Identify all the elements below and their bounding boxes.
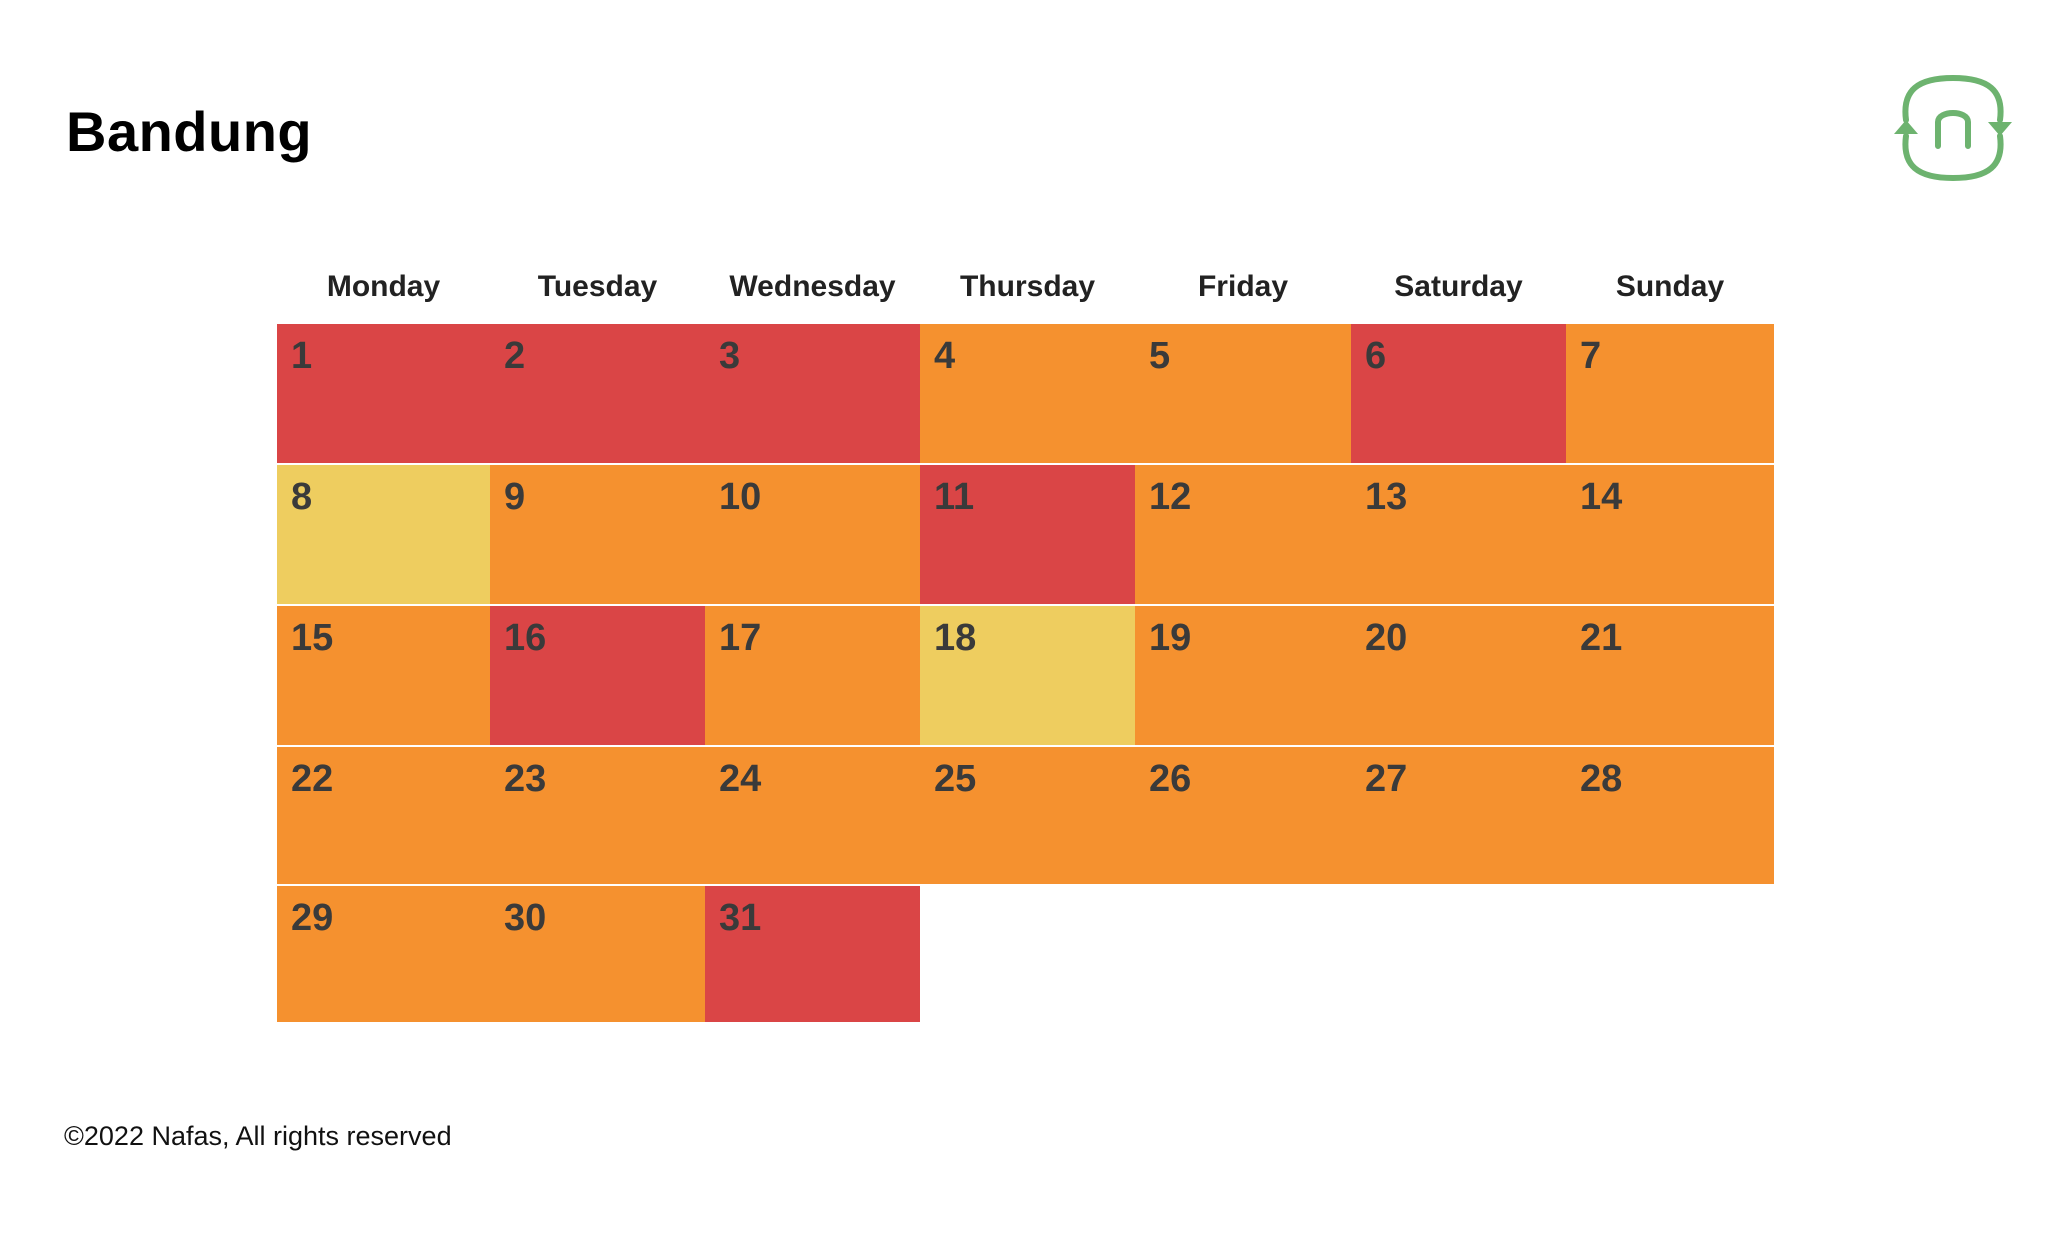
day-number-label: 4	[934, 335, 956, 377]
day-number-label: 18	[934, 617, 977, 659]
day-cell-12: 12	[1135, 465, 1351, 604]
day-number-label: 22	[291, 758, 334, 800]
weekday-label-monday: Monday	[326, 270, 441, 303]
day-cell-10: 10	[705, 465, 920, 604]
day-cell-30: 30	[490, 886, 705, 1022]
day-number-label: 14	[1580, 476, 1623, 518]
day-number-label: 23	[504, 758, 547, 800]
day-number-label: 26	[1149, 758, 1192, 800]
day-number-label: 27	[1365, 758, 1408, 800]
day-cell-29: 29	[277, 886, 490, 1022]
calendar-grid: 1 2 3 4 5 6 7 8 9 10 11 12 13 14 15 16 17 18 19 20 21 22 23 24 2…	[277, 324, 1774, 1024]
day-number-label: 11	[934, 476, 975, 518]
day-cell-3: 3	[705, 324, 920, 463]
day-number-label: 29	[291, 897, 334, 939]
nafas-logo-icon	[1894, 75, 2012, 181]
day-number-label: 21	[1580, 617, 1623, 659]
day-number-label: 1	[291, 335, 313, 377]
day-number-label: 19	[1149, 617, 1192, 659]
day-number-label: 30	[504, 897, 547, 939]
day-number-label: 13	[1365, 476, 1408, 518]
day-cell-4: 4	[920, 324, 1135, 463]
day-cell-8: 8	[277, 465, 490, 604]
weekday-label-friday: Friday	[1197, 270, 1289, 303]
day-cell-26: 26	[1135, 747, 1351, 884]
day-cell-2: 2	[490, 324, 705, 463]
day-cell-9: 9	[490, 465, 705, 604]
day-number-label: 3	[719, 335, 741, 377]
day-cell-17: 17	[705, 606, 920, 745]
day-cell-25: 25	[920, 747, 1135, 884]
day-cell-27: 27	[1351, 747, 1566, 884]
weekday-label-thursday: Thursday	[959, 270, 1096, 303]
day-number-label: 12	[1149, 476, 1192, 518]
day-cell-24: 24	[705, 747, 920, 884]
day-number-label: 10	[719, 476, 762, 518]
day-number-label: 15	[291, 617, 334, 659]
day-cell-18: 18	[920, 606, 1135, 745]
copyright-footer: ©2022 Nafas, All rights reserved	[64, 1121, 452, 1151]
day-cell-20: 20	[1351, 606, 1566, 745]
day-cell-5: 5	[1135, 324, 1351, 463]
day-number-label: 6	[1365, 335, 1387, 377]
weekday-label-saturday: Saturday	[1394, 270, 1523, 303]
day-cell-15: 15	[277, 606, 490, 745]
day-number-label: 9	[504, 476, 526, 518]
day-number-label: 5	[1149, 335, 1171, 377]
day-number-label: 20	[1365, 617, 1408, 659]
day-number-label: 16	[504, 617, 547, 659]
day-cell-19: 19	[1135, 606, 1351, 745]
day-cell-23: 23	[490, 747, 705, 884]
day-cell-28: 28	[1566, 747, 1774, 884]
day-cell-21: 21	[1566, 606, 1774, 745]
day-cell-6: 6	[1351, 324, 1566, 463]
day-cell-13: 13	[1351, 465, 1566, 604]
day-number-label: 7	[1580, 335, 1602, 377]
weekday-header-row: Monday Tuesday Wednesday Thursday Friday Satu…	[277, 262, 1774, 312]
day-number-label: 24	[719, 758, 762, 800]
day-number-label: 17	[719, 617, 762, 659]
day-number-label: 2	[504, 335, 526, 377]
day-number-label: 8	[291, 476, 313, 518]
day-number-label: 25	[934, 758, 977, 800]
day-cell-16: 16	[490, 606, 705, 745]
day-cell-1: 1	[277, 324, 490, 463]
page-title: Bandung	[66, 100, 313, 163]
day-cell-31: 31	[705, 886, 920, 1022]
weekday-label-wednesday: Wednesday	[729, 270, 896, 303]
day-number-label: 28	[1580, 758, 1623, 800]
day-number-label: 31	[719, 897, 762, 939]
day-cell-7: 7	[1566, 324, 1774, 463]
weekday-label-sunday: Sunday	[1615, 270, 1725, 303]
day-cell-14: 14	[1566, 465, 1774, 604]
day-cell-22: 22	[277, 747, 490, 884]
weekday-label-tuesday: Tuesday	[537, 270, 658, 303]
day-cell-11: 11	[920, 465, 1135, 604]
